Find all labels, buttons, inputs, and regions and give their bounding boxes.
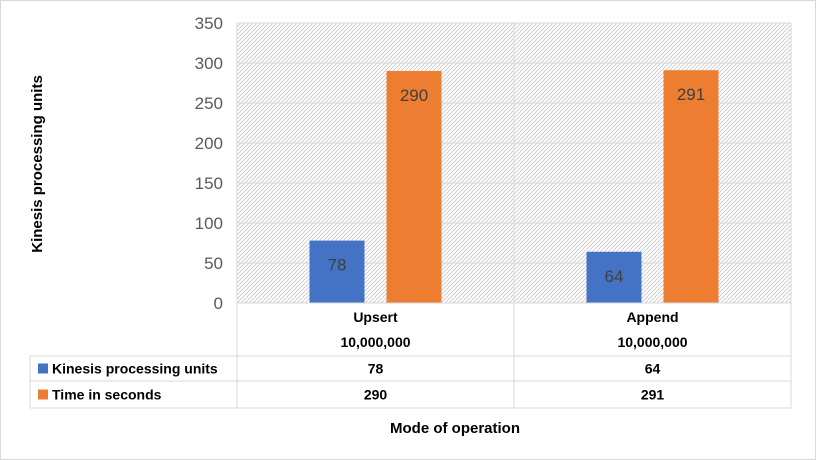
bar [663, 70, 719, 303]
y-tick-label: 250 [195, 94, 223, 113]
category-sublabel: 10,000,000 [340, 334, 410, 350]
y-tick-label: 150 [195, 174, 223, 193]
y-tick-label: 100 [195, 214, 223, 233]
y-tick-label: 300 [195, 54, 223, 73]
category-label: Upsert [353, 309, 398, 325]
category-sublabel: 10,000,000 [617, 334, 687, 350]
bar [586, 251, 642, 303]
legend-label: Time in seconds [52, 387, 162, 403]
legend-label: Kinesis processing units [52, 361, 218, 377]
bar-data-label: 78 [328, 256, 347, 275]
y-tick-label: 350 [195, 14, 223, 33]
table-cell: 291 [641, 387, 665, 403]
category-label: Append [626, 309, 678, 325]
x-axis-title: Mode of operation [390, 420, 520, 437]
table-cell: 78 [368, 361, 384, 377]
bar-data-label: 291 [677, 85, 705, 104]
table-cell: 64 [645, 361, 661, 377]
bar-data-label: 64 [605, 267, 624, 286]
bar [309, 240, 365, 303]
legend-key [38, 389, 48, 400]
bar-data-label: 290 [400, 86, 428, 105]
table-cell: 290 [364, 387, 388, 403]
y-tick-label: 0 [214, 294, 223, 313]
legend-key [38, 363, 48, 374]
y-axis-title: Kinesis processing units [29, 75, 46, 253]
bar [386, 71, 442, 303]
y-tick-label: 200 [195, 134, 223, 153]
y-tick-label: 50 [204, 254, 223, 273]
